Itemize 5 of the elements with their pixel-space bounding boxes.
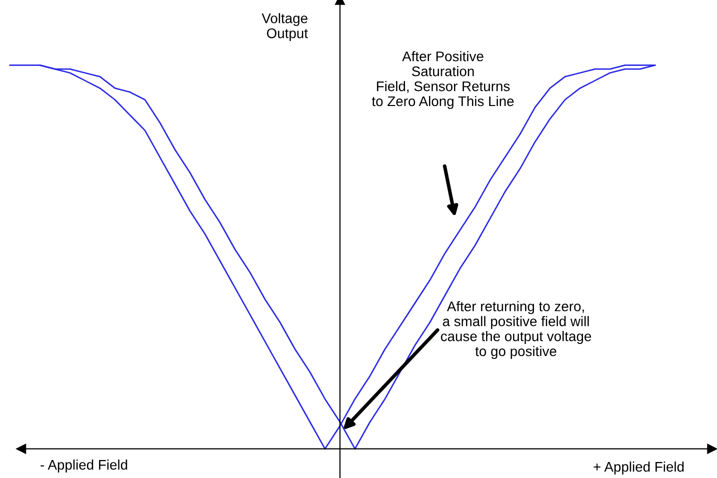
y-axis-title: Voltage Output xyxy=(262,13,308,41)
x-axis-title: + Applied Field xyxy=(594,462,684,474)
annotation: After returning to zero, a small positive field will cause the output voltage to go positive xyxy=(440,301,592,359)
text: - Applied Field xyxy=(40,460,128,472)
annotation: After Positive Saturation Field, Sensor Returns to Zero Along This Line xyxy=(372,51,514,109)
